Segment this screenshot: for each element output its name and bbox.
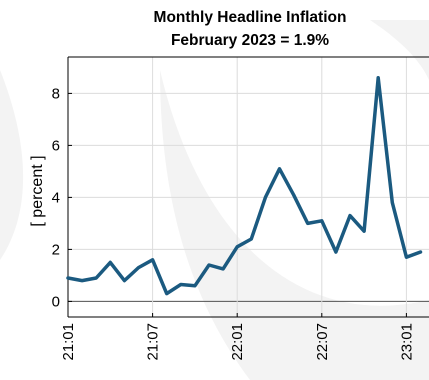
x-axis-ticks: 21:01 21:07 22:01 22:07 23:01 [60, 313, 415, 361]
data-series [66, 76, 423, 296]
chart-title: Monthly Headline Inflation [154, 9, 347, 26]
y-tick-label: 4 [52, 189, 60, 206]
chart-subtitle: February 2023 = 1.9% [171, 32, 329, 49]
y-axis-label: [ percent ] [29, 155, 46, 226]
watermark-logo [0, 20, 429, 380]
grid-lines [67, 57, 429, 317]
x-tick-label: 21:07 [145, 323, 162, 361]
y-tick-label: 8 [52, 85, 60, 102]
y-axis-ticks: 0 2 4 6 8 [52, 85, 72, 310]
y-tick-label: 0 [52, 293, 60, 310]
y-tick-label: 2 [52, 241, 60, 258]
x-tick-label: 23:01 [398, 323, 415, 361]
axes [67, 56, 429, 318]
x-tick-label: 22:07 [314, 323, 331, 361]
x-tick-label: 22:01 [229, 323, 246, 361]
x-tick-label: 21:01 [60, 323, 77, 361]
y-tick-label: 6 [52, 137, 60, 154]
series-line [66, 76, 423, 296]
